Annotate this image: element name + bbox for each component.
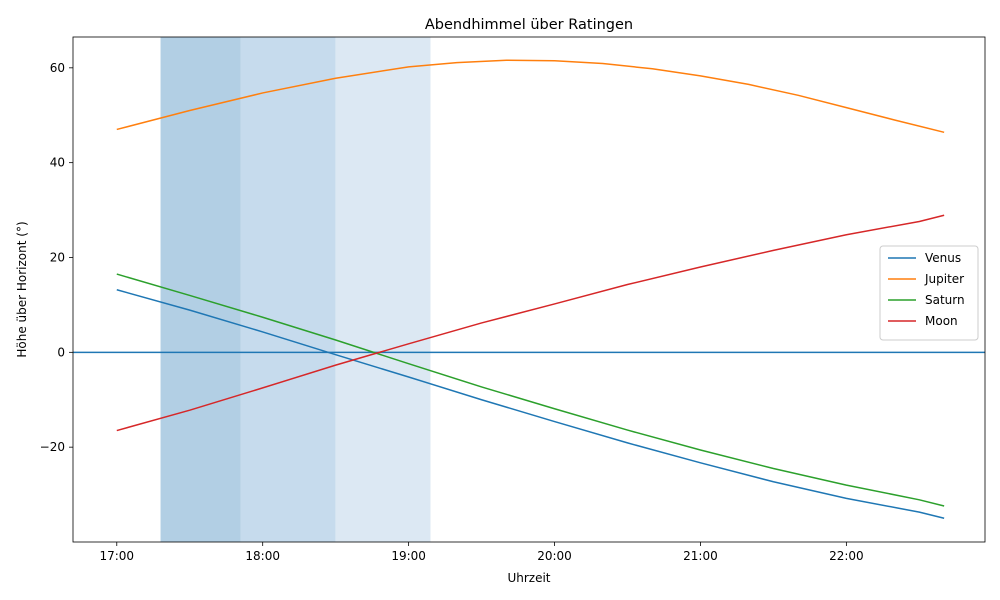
legend-box xyxy=(879,245,979,341)
x-tick-label: 22:00 xyxy=(829,549,864,563)
twilight-band-1 xyxy=(160,37,241,542)
legend: Venus Jupiter Saturn Moon xyxy=(879,245,979,341)
y-tick-label: 20 xyxy=(50,250,65,264)
legend-label-saturn: Saturn xyxy=(925,293,965,307)
plot-frame xyxy=(72,36,986,543)
x-tick-label: 19:00 xyxy=(391,549,426,563)
legend-label-venus: Venus xyxy=(925,251,961,265)
x-tick-label: 18:00 xyxy=(245,549,280,563)
series-line-moon xyxy=(116,214,945,432)
series-line-jupiter xyxy=(116,59,945,134)
twilight-bands xyxy=(160,37,431,542)
y-tick-label: 40 xyxy=(50,156,65,170)
twilight-band-2 xyxy=(240,37,336,542)
y-axis-label: Höhe über Horizont (°) xyxy=(15,221,29,357)
twilight-band-3 xyxy=(335,37,431,542)
x-tick-label: 21:00 xyxy=(683,549,718,563)
legend-label-moon: Moon xyxy=(925,314,958,328)
series-line-saturn xyxy=(116,273,945,507)
y-axis: −20 0 20 40 60 xyxy=(40,61,73,454)
y-tick-label: −20 xyxy=(40,440,65,454)
y-tick-label: 0 xyxy=(57,345,65,359)
chart-title: Abendhimmel über Ratingen xyxy=(425,17,633,33)
series-line-venus xyxy=(116,289,945,520)
y-tick-label: 60 xyxy=(50,61,65,75)
legend-label-jupiter: Jupiter xyxy=(924,272,964,286)
x-axis: 17:00 18:00 19:00 20:00 21:00 22:00 xyxy=(99,542,864,563)
series-lines xyxy=(116,59,945,520)
x-axis-label: Uhrzeit xyxy=(507,571,550,585)
x-tick-label: 20:00 xyxy=(537,549,572,563)
x-tick-label: 17:00 xyxy=(99,549,134,563)
